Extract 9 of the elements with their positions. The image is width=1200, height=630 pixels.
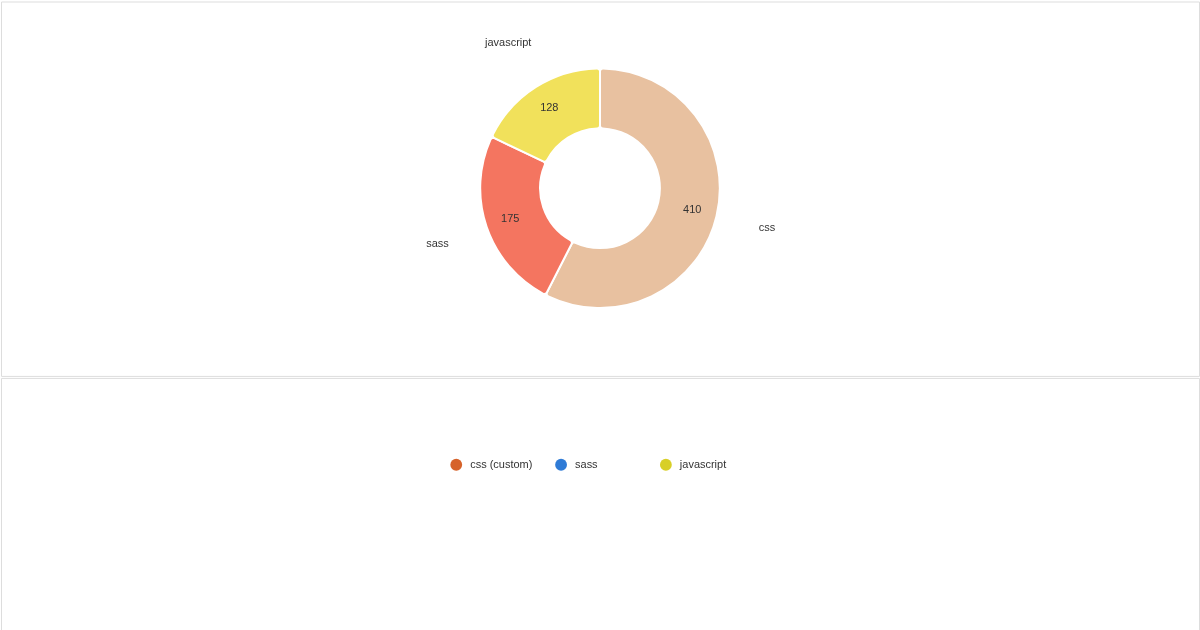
legend-label: javascript bbox=[678, 457, 727, 470]
legend-label: css (custom) bbox=[470, 457, 533, 470]
data-label: 175 bbox=[501, 211, 520, 224]
slice-label: sass bbox=[426, 236, 450, 249]
data-label: 128 bbox=[540, 101, 559, 114]
slice-label: css bbox=[758, 221, 776, 234]
legend-label: sass bbox=[575, 457, 599, 470]
slice-label: javascript bbox=[484, 36, 532, 49]
data-label: 410 bbox=[683, 203, 702, 216]
